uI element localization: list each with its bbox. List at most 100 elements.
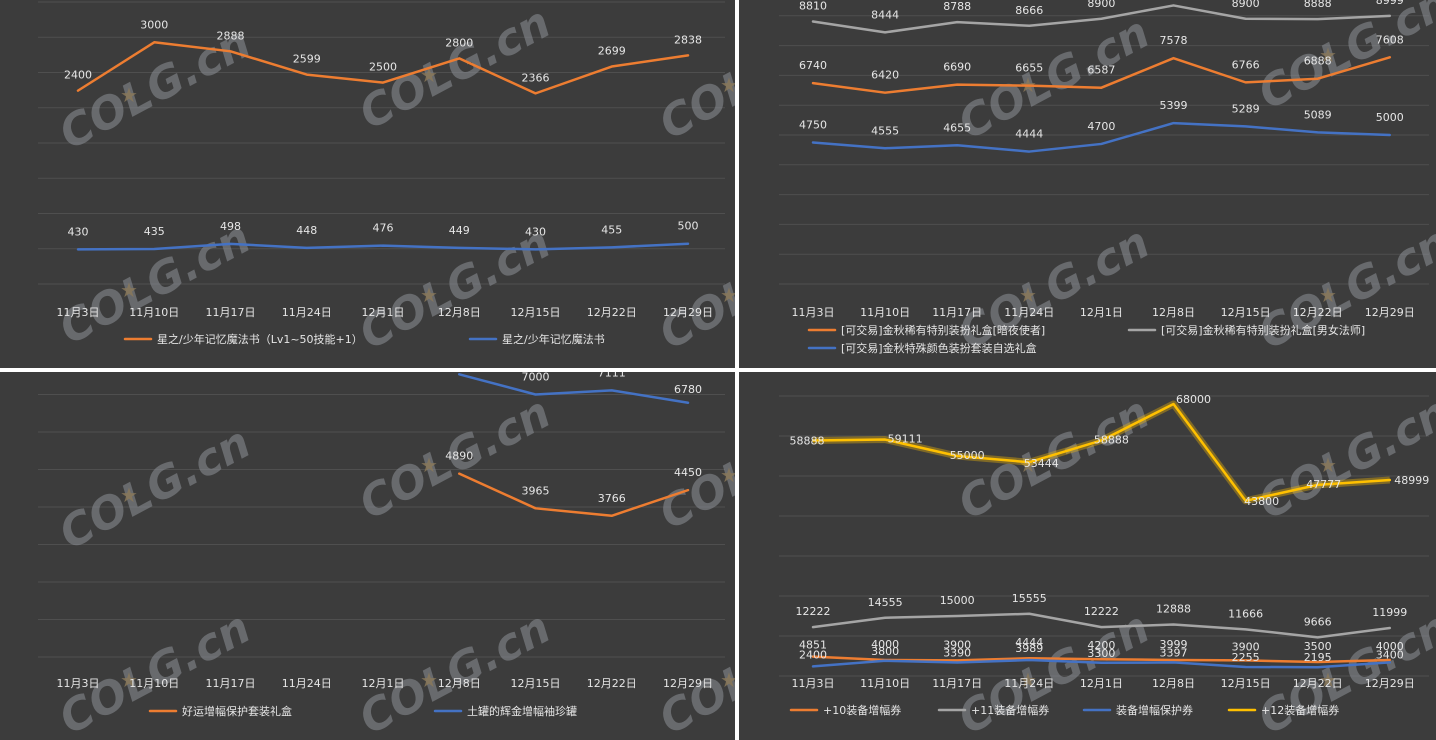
data-label: 12888 [1156, 602, 1191, 615]
watermark-star-icon: ★ [1319, 668, 1337, 692]
watermark-star-icon: ★ [420, 453, 438, 477]
legend-label: +11装备增幅券 [971, 703, 1049, 717]
data-label: 55000 [950, 449, 985, 462]
data-label: 3300 [1087, 647, 1115, 660]
watermark-logo: COLG.cn [1250, 602, 1436, 740]
data-label: 3766 [598, 492, 626, 505]
data-label: 3999 [1160, 638, 1188, 651]
watermark-star-icon: ★ [120, 83, 138, 107]
x-tick-label: 12月22日 [1293, 306, 1343, 319]
watermark-star-icon: ★ [420, 668, 438, 692]
data-label: 2366 [522, 71, 550, 84]
data-label: 12222 [1084, 605, 1119, 618]
data-label: 455 [601, 223, 622, 236]
chart-panel-top-right: COLG.cn ★ COLG.cn ★ COLG.cn ★ COLG.cn ★ 11月3日 11月… [739, 0, 1436, 368]
data-label: 4750 [799, 118, 827, 131]
x-tick-label: 12月22日 [587, 306, 637, 319]
chart-panel-bottom-left: COLG.cn ★ COLG.cn ★ COLG.cn ★ COLG.cn ★ COLG.cn ★… [0, 372, 735, 740]
data-label: 15555 [1012, 592, 1047, 605]
data-label: 4655 [943, 121, 971, 134]
data-label: 15000 [940, 594, 975, 607]
data-label: 4450 [674, 466, 702, 479]
legend-label: [可交易]金秋稀有特别装扮礼盒[暗夜使者] [841, 323, 1045, 337]
data-label: 3965 [522, 484, 550, 497]
data-label: 500 [678, 220, 699, 233]
data-label: 2400 [64, 69, 92, 82]
x-tick-label: 11月17日 [932, 677, 982, 690]
x-tick-label: 11月3日 [792, 306, 835, 319]
x-tick-label: 11月3日 [57, 306, 100, 319]
data-label: 3397 [1160, 646, 1188, 659]
watermark-star-icon: ★ [1019, 453, 1037, 477]
chart-top-left: COLG.cn★ COLG.cn★ COLG.cn★COLG.cn★ COLG.cn★… [38, 0, 735, 360]
data-label: 498 [220, 220, 241, 233]
x-tick-label: 11月10日 [129, 306, 179, 319]
data-label: 8810 [799, 0, 827, 12]
data-label: 476 [373, 222, 394, 235]
data-label: 4444 [1015, 128, 1043, 141]
x-tick-label: 11月24日 [1004, 306, 1054, 319]
data-label: 53444 [1024, 457, 1059, 470]
data-label: 2800 [445, 36, 473, 49]
watermark-logo: COLG.cn [1250, 217, 1436, 360]
data-label: 430 [68, 225, 89, 238]
data-label: 3400 [1376, 648, 1404, 661]
data-label: 2599 [293, 53, 321, 66]
data-label: 7578 [1160, 34, 1188, 47]
data-label: 449 [449, 224, 470, 237]
x-tick-label: 12月8日 [438, 306, 481, 319]
data-label: 4000 [1376, 640, 1404, 653]
x-tick-label: 11月3日 [57, 677, 100, 690]
legend-label: 星之/少年记忆魔法书 [502, 332, 605, 346]
x-tick-label: 11月17日 [206, 677, 256, 690]
watermark-star-icon: ★ [120, 668, 138, 692]
data-label: 4890 [445, 450, 473, 463]
data-label: 12222 [796, 605, 831, 618]
data-label: 8788 [943, 0, 971, 13]
x-tick-label: 12月8日 [438, 677, 481, 690]
data-label: 7111 [598, 372, 626, 379]
data-label: 5289 [1232, 102, 1260, 115]
x-tick-label: 12月1日 [1080, 677, 1123, 690]
x-tick-label: 11月24日 [1004, 677, 1054, 690]
legend-label: +12装备增幅券 [1261, 703, 1339, 717]
x-tick-label: 12月29日 [1365, 677, 1415, 690]
data-label: 8888 [1304, 0, 1332, 10]
data-label: 6888 [1304, 55, 1332, 68]
data-label: 3390 [943, 646, 971, 659]
series-line-0 [458, 472, 690, 518]
legend-label: 星之/少年记忆魔法书（Lv1~50技能+1） [157, 332, 363, 346]
x-tick-label: 11月10日 [129, 677, 179, 690]
data-label: 8900 [1232, 0, 1260, 10]
data-label: 47777 [1306, 478, 1341, 491]
data-label: 5399 [1160, 99, 1188, 112]
data-label: 6780 [674, 383, 702, 396]
data-label: 3900 [943, 638, 971, 651]
watermark-star-icon: ★ [720, 283, 735, 307]
data-label: 2888 [217, 29, 245, 42]
x-tick-label: 12月8日 [1152, 306, 1195, 319]
data-label: 11666 [1228, 607, 1263, 620]
data-label: 435 [144, 225, 165, 238]
data-label: 3800 [871, 645, 899, 658]
data-label: 4200 [1087, 639, 1115, 652]
legend-label: [可交易]金秋稀有特别装扮礼盒[男女法师] [1161, 323, 1365, 337]
x-tick-label: 11月17日 [932, 306, 982, 319]
x-tick-label: 12月29日 [663, 306, 713, 319]
x-tick-label: 11月10日 [860, 306, 910, 319]
chart-bottom-left: COLG.cn★ COLG.cn★ COLG.cn★COLG.cn★ COLG.cn★… [38, 372, 735, 740]
data-label: 9666 [1304, 615, 1332, 628]
x-tick-label: 12月22日 [587, 677, 637, 690]
data-label: 58888 [1094, 433, 1129, 446]
x-tick-label: 12月1日 [362, 306, 405, 319]
data-label: 3500 [1304, 640, 1332, 653]
data-label: 6766 [1232, 58, 1260, 71]
data-label: 4700 [1087, 120, 1115, 133]
data-label: 14555 [868, 596, 903, 609]
watermark-logo: COLG.cn [51, 417, 259, 560]
x-tick-label: 11月3日 [792, 677, 835, 690]
data-label: 59111 [888, 433, 923, 446]
x-tick-label: 12月29日 [1365, 306, 1415, 319]
data-label: 2699 [598, 45, 626, 58]
data-label: 5089 [1304, 108, 1332, 121]
